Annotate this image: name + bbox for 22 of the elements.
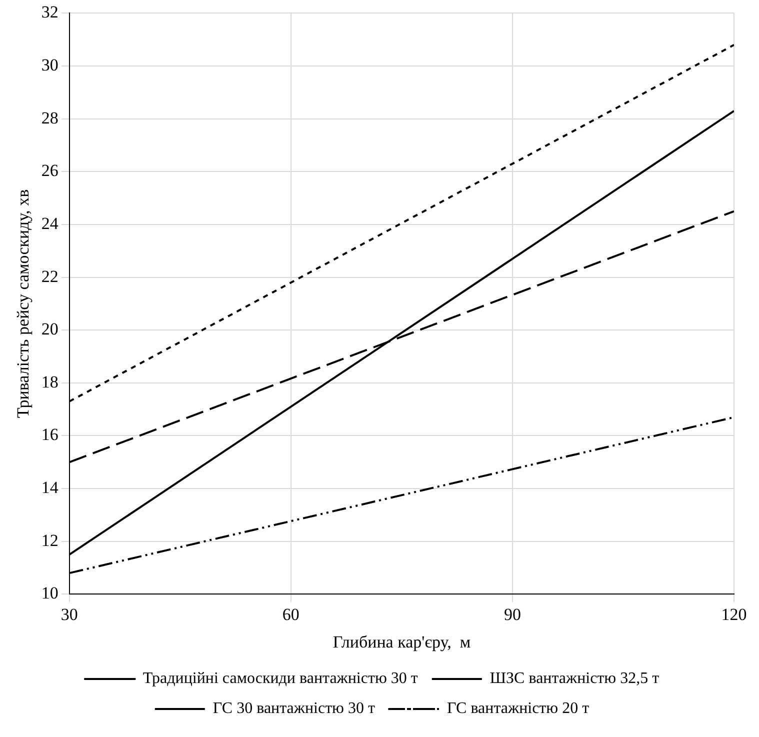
y-tick-label: 14	[41, 478, 59, 498]
x-axis-title: Глибина кар'єру, м	[332, 632, 471, 652]
y-axis-title: Тривалість рейсу самоскиду, хв	[14, 189, 33, 418]
y-tick-label: 28	[41, 108, 58, 128]
y-tick-label: 32	[41, 2, 58, 22]
y-tick-label: 26	[41, 161, 58, 180]
x-tick-label: 120	[721, 604, 747, 624]
x-tick-label: 60	[282, 604, 300, 624]
legend-label: ШЗС вантажністю 32,5 т	[490, 670, 660, 688]
y-tick-label: 10	[41, 584, 58, 603]
legend-label: ГС вантажністю 20 т	[447, 700, 590, 718]
y-tick-label: 18	[41, 372, 58, 392]
y-tick-label: 24	[41, 214, 59, 233]
y-tick-label: 30	[41, 55, 58, 74]
legend-label: ГС 30 вантажністю 30 т	[212, 700, 376, 718]
x-tick-label: 30	[60, 604, 78, 624]
legend-label: Традиційні самоскиди вантажністю 30 т	[142, 670, 418, 688]
y-tick-label: 16	[41, 425, 58, 444]
y-tick-label: 12	[41, 530, 58, 550]
y-tick-label: 22	[41, 266, 58, 286]
x-tick-label: 90	[504, 604, 521, 624]
y-tick-label: 20	[41, 320, 58, 339]
